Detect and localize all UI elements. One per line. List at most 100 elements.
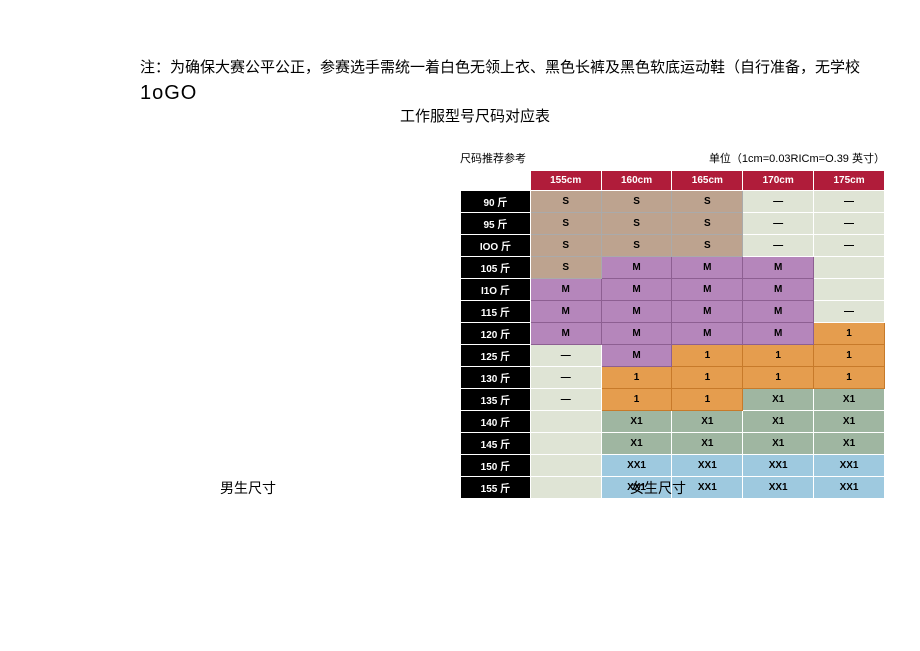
data-cell: M	[672, 323, 743, 345]
data-cell: M	[601, 279, 672, 301]
data-cell	[530, 477, 601, 499]
data-cell: XX1	[814, 477, 885, 499]
row-header: 90 斤	[461, 191, 531, 213]
data-cell: M	[743, 257, 814, 279]
data-cell	[814, 279, 885, 301]
label-male: 男生尺寸	[220, 478, 276, 498]
data-cell: M	[743, 279, 814, 301]
data-cell: 1	[672, 367, 743, 389]
data-cell: M	[743, 323, 814, 345]
data-cell: M	[672, 257, 743, 279]
data-cell: M	[530, 323, 601, 345]
data-cell	[530, 455, 601, 477]
table-row: IOO 斤SSS——	[461, 235, 885, 257]
data-cell: X1	[743, 389, 814, 411]
data-cell: X1	[601, 411, 672, 433]
table-row: I1O 斤MMMM	[461, 279, 885, 301]
row-header: 95 斤	[461, 213, 531, 235]
data-cell: —	[743, 235, 814, 257]
data-cell	[530, 411, 601, 433]
data-cell	[530, 433, 601, 455]
table-row: 150 斤XX1XX1XX1XX1	[461, 455, 885, 477]
data-cell: M	[601, 345, 672, 367]
data-cell: XX1	[601, 455, 672, 477]
table-row: 130 斤—1111	[461, 367, 885, 389]
data-cell: —	[530, 345, 601, 367]
data-cell: —	[743, 191, 814, 213]
row-header: 150 斤	[461, 455, 531, 477]
data-cell: S	[672, 235, 743, 257]
row-header: 145 斤	[461, 433, 531, 455]
data-cell: —	[530, 367, 601, 389]
col-header: 170cm	[743, 171, 814, 191]
data-cell: 1	[672, 345, 743, 367]
note-line2: 工作服型号尺码对应表	[60, 107, 890, 128]
header-note: 注：为确保大赛公平公正，参赛选手需统一着白色无领上衣、黑色长裤及黑色软底运动鞋（…	[140, 58, 890, 128]
row-header: 105 斤	[461, 257, 531, 279]
table-row: 95 斤SSS——	[461, 213, 885, 235]
data-cell: —	[530, 389, 601, 411]
data-cell: X1	[601, 433, 672, 455]
table-row: 115 斤MMMM—	[461, 301, 885, 323]
data-cell: S	[601, 235, 672, 257]
data-cell: X1	[743, 411, 814, 433]
data-cell	[814, 257, 885, 279]
data-cell: —	[743, 213, 814, 235]
logo-text: 1oGO	[140, 82, 197, 104]
data-cell: S	[530, 213, 601, 235]
data-cell: —	[814, 301, 885, 323]
data-cell: S	[530, 191, 601, 213]
row-header: 155 斤	[461, 477, 531, 499]
data-cell: 1	[814, 345, 885, 367]
data-cell: M	[530, 301, 601, 323]
data-cell: 1	[743, 367, 814, 389]
corner-cell	[461, 171, 531, 191]
data-cell: X1	[814, 389, 885, 411]
data-cell: S	[530, 257, 601, 279]
table-row: 140 斤X1X1X1X1	[461, 411, 885, 433]
data-cell: XX1	[743, 455, 814, 477]
table-caption: 尺码推荐参考 单位（1cm=0.03RICm=O.39 英寸）	[460, 150, 885, 166]
data-cell: —	[814, 191, 885, 213]
table-row: 120 斤MMMM1	[461, 323, 885, 345]
data-cell: M	[743, 301, 814, 323]
data-cell: M	[530, 279, 601, 301]
data-cell: M	[672, 301, 743, 323]
data-cell: XX1	[814, 455, 885, 477]
caption-right: 单位（1cm=0.03RICm=O.39 英寸）	[709, 150, 885, 166]
label-female: 女生尺寸	[630, 478, 686, 498]
col-header: 175cm	[814, 171, 885, 191]
data-cell: —	[814, 235, 885, 257]
data-cell: XX1	[743, 477, 814, 499]
table-row: 125 斤—M111	[461, 345, 885, 367]
caption-left: 尺码推荐参考	[460, 150, 526, 166]
data-cell: 1	[672, 389, 743, 411]
data-cell: XX1	[672, 455, 743, 477]
table-row: 105 斤SMMM	[461, 257, 885, 279]
row-header: 140 斤	[461, 411, 531, 433]
data-cell: 1	[601, 367, 672, 389]
data-cell: M	[672, 279, 743, 301]
data-cell: X1	[672, 411, 743, 433]
note-line1: 注：为确保大赛公平公正，参赛选手需统一着白色无领上衣、黑色长裤及黑色软底运动鞋（…	[140, 60, 860, 76]
row-header: 125 斤	[461, 345, 531, 367]
data-cell: X1	[743, 433, 814, 455]
data-cell: S	[530, 235, 601, 257]
data-cell: M	[601, 323, 672, 345]
data-cell: 1	[814, 367, 885, 389]
data-cell: X1	[814, 433, 885, 455]
data-cell: 1	[743, 345, 814, 367]
data-cell: 1	[601, 389, 672, 411]
col-header: 165cm	[672, 171, 743, 191]
data-cell: S	[601, 213, 672, 235]
table-row: 145 斤X1X1X1X1	[461, 433, 885, 455]
row-header: IOO 斤	[461, 235, 531, 257]
col-header: 160cm	[601, 171, 672, 191]
row-header: 130 斤	[461, 367, 531, 389]
row-header: I1O 斤	[461, 279, 531, 301]
data-cell: S	[601, 191, 672, 213]
data-cell: 1	[814, 323, 885, 345]
row-header: 135 斤	[461, 389, 531, 411]
row-header: 120 斤	[461, 323, 531, 345]
size-table: 155cm160cm165cm170cm175cm 90 斤SSS——95 斤S…	[460, 170, 885, 499]
